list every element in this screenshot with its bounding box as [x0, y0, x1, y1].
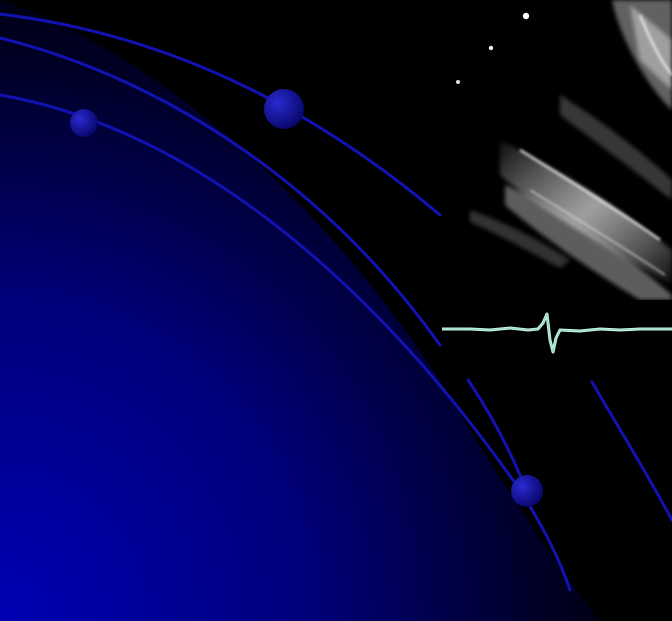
- star-dots: [456, 12, 530, 84]
- blue-gradient-arc: [0, 0, 600, 621]
- sphere-large: [264, 89, 304, 129]
- ecg-trace: [442, 312, 672, 354]
- sphere-left: [70, 109, 98, 137]
- orbit-lines: [0, 12, 672, 592]
- sphere-bottom: [511, 475, 543, 507]
- orbit-spheres: [70, 89, 543, 507]
- ultrasound-image: [442, 0, 672, 300]
